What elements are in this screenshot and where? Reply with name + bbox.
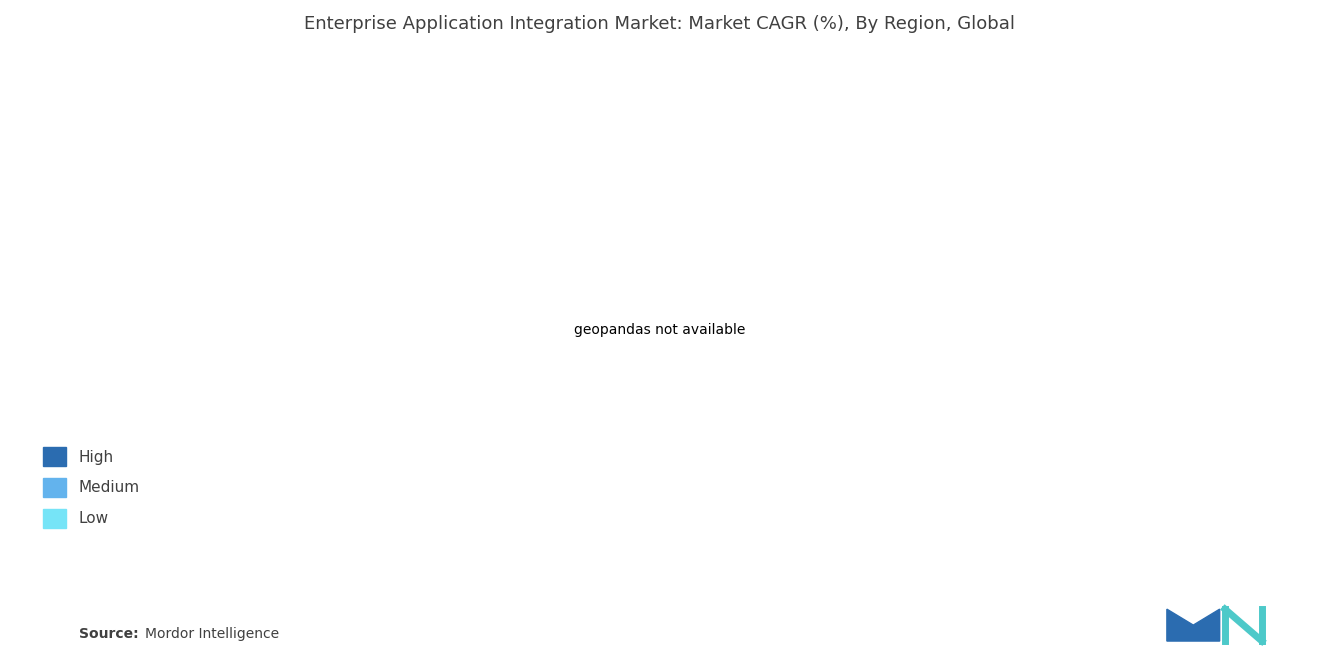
Title: Enterprise Application Integration Market: Market CAGR (%), By Region, Global: Enterprise Application Integration Marke… [305,15,1015,33]
Polygon shape [1167,609,1220,641]
Text: geopandas not available: geopandas not available [574,323,746,337]
Text: Mordor Intelligence: Mordor Intelligence [145,627,280,642]
Text: Source:: Source: [79,627,139,642]
Legend: High, Medium, Low: High, Medium, Low [36,440,147,535]
